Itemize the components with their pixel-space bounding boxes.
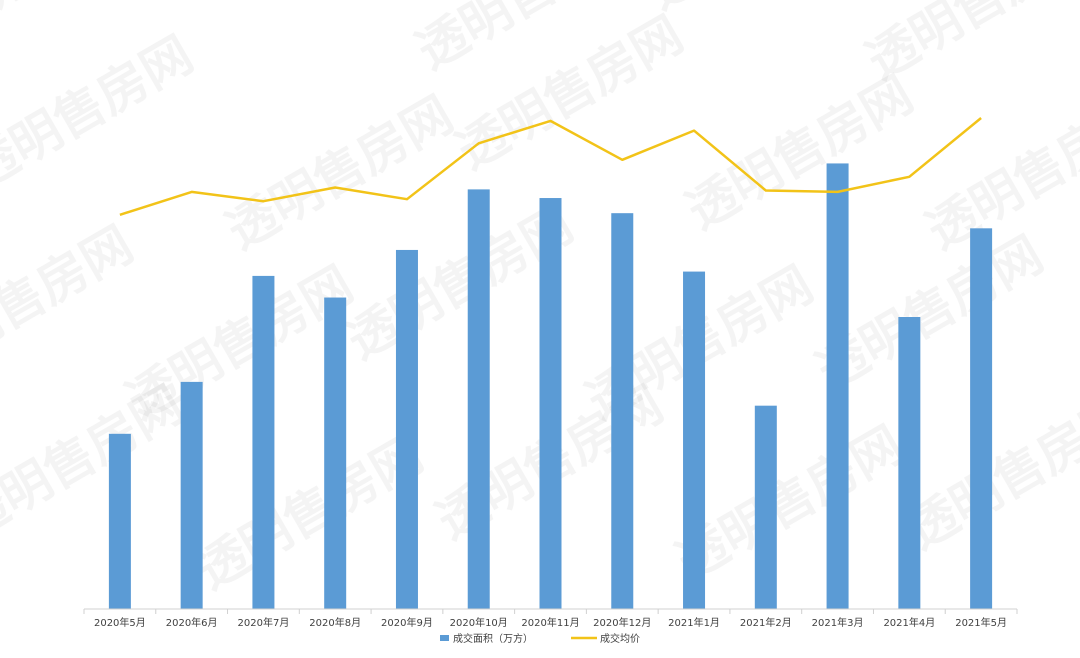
- watermark-text: 透明售房网: [637, 0, 883, 20]
- bar-2021年2月: [754, 405, 777, 609]
- bar-2021年3月: [826, 163, 849, 609]
- watermark-text: 透明售房网: [0, 0, 163, 50]
- bar-2020年11月: [539, 198, 562, 609]
- bar-2020年5月: [108, 433, 131, 609]
- x-tick-label: 2020年7月: [238, 616, 290, 629]
- watermark-text: 透明售房网: [0, 25, 203, 200]
- x-axis-labels: 2020年5月 2020年6月 2020年7月 2020年8月 2020年9月 2020年…: [94, 616, 1007, 629]
- x-tick-label: 2020年9月: [381, 616, 433, 629]
- x-tick-label: 2021年2月: [740, 616, 792, 629]
- x-tick-label: 2020年6月: [166, 616, 218, 629]
- bar-2020年10月: [467, 189, 490, 609]
- bar-2020年9月: [395, 249, 418, 609]
- bar-2020年8月: [324, 297, 347, 609]
- x-tick-label: 2021年4月: [883, 616, 935, 629]
- watermark-text: 透明售房网: [187, 425, 433, 600]
- bar-2021年5月: [970, 228, 993, 609]
- bar-2020年7月: [252, 275, 275, 609]
- price-line: [119, 117, 982, 216]
- x-tick-label: 2020年11月: [521, 616, 579, 629]
- watermark-text: 透明售房网: [217, 85, 463, 260]
- x-tick-label: 2021年5月: [955, 616, 1007, 629]
- watermark-text: 透明售房网: [917, 85, 1080, 260]
- legend-swatch-area: [440, 635, 449, 641]
- bar-2021年1月: [683, 271, 706, 609]
- legend: 成交面积（万方） 成交均价: [440, 632, 640, 645]
- bar-2020年6月: [180, 381, 203, 609]
- x-tick-label: 2021年3月: [812, 616, 864, 629]
- x-tick-label: 2020年5月: [94, 616, 146, 629]
- x-tick-label: 2020年12月: [593, 616, 651, 629]
- bar-2020年12月: [611, 213, 634, 609]
- legend-label-area: 成交面积（万方）: [453, 632, 533, 645]
- line-series: [119, 117, 982, 216]
- x-tick-label: 2021年1月: [668, 616, 720, 629]
- x-axis-ticks: [83, 609, 1018, 614]
- watermark-text: 透明售房网: [677, 65, 923, 240]
- bar-2021年4月: [898, 317, 921, 609]
- watermark-text: 透明售房网: [0, 375, 193, 550]
- watermark-text: 透明售房网: [0, 215, 143, 390]
- legend-label-price: 成交均价: [600, 632, 640, 645]
- x-tick-label: 2020年10月: [450, 616, 508, 629]
- bar-series: [108, 163, 993, 609]
- x-tick-label: 2020年8月: [309, 616, 361, 629]
